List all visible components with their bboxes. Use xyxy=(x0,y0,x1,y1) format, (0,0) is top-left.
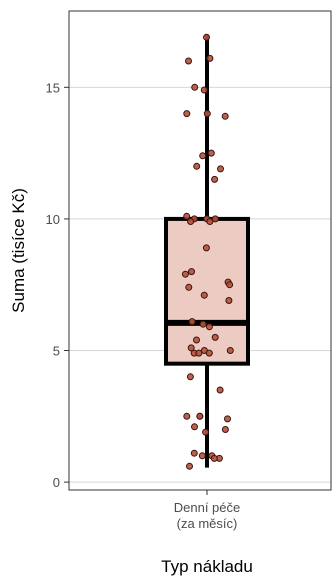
data-point xyxy=(202,428,210,436)
y-tick-label: 0 xyxy=(53,475,60,490)
data-point xyxy=(200,291,208,299)
data-point xyxy=(188,268,195,276)
data-point xyxy=(181,270,189,278)
data-point xyxy=(224,415,231,423)
data-point xyxy=(225,297,233,304)
panel-border xyxy=(68,10,332,491)
data-point xyxy=(191,423,198,431)
data-point xyxy=(202,244,210,252)
data-point xyxy=(203,33,210,41)
y-tick-label: 15 xyxy=(46,80,60,95)
data-point xyxy=(190,449,198,457)
data-point xyxy=(211,175,219,183)
iqr-box xyxy=(164,216,250,366)
x-tick-label: Denní péče xyxy=(174,500,241,515)
data-point xyxy=(226,281,234,289)
data-point xyxy=(191,83,199,91)
y-tick-label: 10 xyxy=(46,212,60,227)
data-point xyxy=(203,110,211,118)
data-point xyxy=(221,426,229,433)
x-tick-label: (za měsíc) xyxy=(177,516,238,531)
data-point xyxy=(198,452,206,460)
data-point xyxy=(196,412,204,420)
data-point xyxy=(195,349,203,357)
x-axis-title: Typ nákladu xyxy=(161,557,253,576)
data-point xyxy=(206,54,214,62)
data-point xyxy=(216,386,224,394)
data-point xyxy=(221,112,229,120)
data-points xyxy=(181,33,234,470)
data-point xyxy=(186,462,193,470)
data-point xyxy=(185,57,192,65)
data-point xyxy=(205,323,213,331)
data-point xyxy=(205,349,213,357)
data-point xyxy=(226,347,234,354)
data-point xyxy=(217,165,224,173)
data-point xyxy=(211,215,219,223)
data-point xyxy=(187,218,195,225)
data-point xyxy=(187,344,195,352)
y-axis-title: Suma (tisíce Kč) xyxy=(9,188,28,313)
box xyxy=(164,216,250,366)
data-point xyxy=(193,162,201,170)
data-point xyxy=(199,320,207,328)
data-point xyxy=(185,283,193,291)
data-point xyxy=(183,110,191,118)
data-point xyxy=(183,412,191,420)
data-point xyxy=(210,454,218,462)
data-point xyxy=(206,218,214,225)
data-point xyxy=(193,336,200,344)
data-point xyxy=(211,333,219,341)
x-axis-ticks: Denní péče(za měsíc) xyxy=(174,490,241,531)
data-point xyxy=(200,86,208,94)
data-point xyxy=(188,318,196,326)
data-point xyxy=(186,373,194,381)
data-point xyxy=(207,149,215,157)
data-point xyxy=(183,212,191,220)
y-axis-ticks: 0 5 10 15 xyxy=(46,80,69,490)
y-tick-label: 5 xyxy=(53,344,60,359)
data-point xyxy=(199,152,207,160)
